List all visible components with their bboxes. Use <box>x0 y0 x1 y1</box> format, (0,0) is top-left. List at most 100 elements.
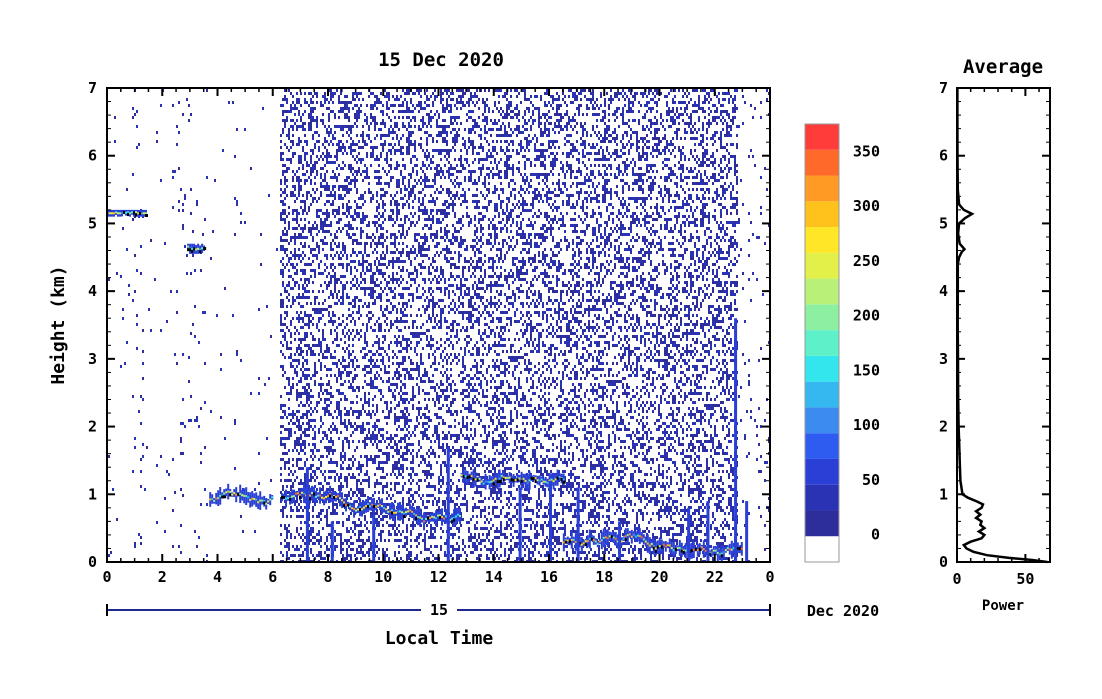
echo-cell-core <box>492 479 495 482</box>
echo-cell-dot <box>223 495 227 499</box>
echo-cell-dot <box>289 497 293 501</box>
echo-cell-core <box>401 511 404 514</box>
rain-streak <box>618 521 622 562</box>
y-tick-label: 1 <box>88 485 97 503</box>
colorbar-cell <box>805 201 839 228</box>
echo-cell-core <box>383 507 386 510</box>
echo-cell-core <box>213 499 216 502</box>
echo-cell-core <box>323 497 326 500</box>
echo-cell-core <box>740 547 743 550</box>
echo-cell-core <box>367 503 370 506</box>
echo-cell-core <box>395 511 398 514</box>
echo-cell-dot <box>451 520 455 524</box>
echo-cell-core <box>141 212 143 215</box>
echo-cell-core <box>668 544 671 547</box>
echo-cell-dot <box>415 517 419 521</box>
echo-cell-core <box>514 479 517 482</box>
colorbar-cell <box>805 278 839 305</box>
echo-cell-dot <box>590 537 594 541</box>
echo-cell-core <box>474 478 477 481</box>
echo-cell-core <box>566 539 569 542</box>
echo-cell-core <box>676 547 679 550</box>
echo-cell-core <box>550 478 553 481</box>
echo-cell-core <box>343 501 346 504</box>
echo-cell-core <box>271 496 274 499</box>
echo-cell-core <box>574 540 577 543</box>
y-axis-title: Height (km) <box>48 265 69 384</box>
echo-cell-core <box>658 545 661 548</box>
echo-cell-core <box>311 492 314 495</box>
echo-cell-dot <box>698 547 702 551</box>
echo-cell-core <box>403 512 406 515</box>
echo-cell-dot <box>720 554 724 558</box>
echo-cell-core <box>441 515 444 518</box>
echo-cell-dot <box>373 504 377 508</box>
echo-cell-core <box>197 247 200 250</box>
echo-cell-dot <box>439 516 443 520</box>
echo-cell-dot <box>578 541 582 545</box>
echo-cell-core <box>137 212 139 215</box>
echo-cell-core <box>245 495 248 498</box>
echo-cell-dot <box>133 211 136 215</box>
x-tick-label: 12 <box>429 568 447 586</box>
colorbar-cell <box>805 381 839 408</box>
echo-cell-core <box>217 497 220 500</box>
colorbar-cell <box>805 355 839 382</box>
colorbar-tick-label: 100 <box>853 416 880 434</box>
echo-cell-dot <box>199 250 203 254</box>
echo-cell-core <box>361 508 364 511</box>
echo-cell-core <box>451 517 454 520</box>
echo-cell-dot <box>496 480 500 484</box>
colorbar-cell <box>805 227 839 253</box>
average-x-axis-title: Power <box>982 598 1024 614</box>
echo-cell-core <box>720 552 723 555</box>
echo-cell-core <box>319 494 322 497</box>
echo-cell-dot <box>512 478 516 482</box>
rain-streak <box>687 507 691 562</box>
echo-cell-dot <box>584 543 588 547</box>
echo-cell-core <box>419 516 422 519</box>
echo-cell-core <box>425 517 428 520</box>
noise-speckle <box>108 89 770 563</box>
echo-cell-core <box>596 543 599 546</box>
y-tick-label: 0 <box>88 553 97 571</box>
echo-cell-core <box>696 549 699 552</box>
echo-cell-dot <box>135 213 138 217</box>
echo-cell-dot <box>568 540 572 544</box>
echo-cell-core <box>588 537 591 540</box>
echo-cell-core <box>115 211 117 214</box>
echo-cell-core <box>678 546 681 549</box>
echo-cell-core <box>455 515 458 518</box>
x-tick-label: 22 <box>706 568 724 586</box>
echo-cell-core <box>221 494 224 497</box>
echo-cell-core <box>443 517 446 520</box>
avg-x-tick-label: 0 <box>952 570 961 588</box>
echo-cell-core <box>329 493 332 496</box>
echo-cell-core <box>335 495 338 498</box>
echo-cell-core <box>409 509 412 512</box>
echo-cell-core <box>552 480 555 483</box>
avg-y-tick-label: 1 <box>939 485 948 503</box>
y-tick-label: 5 <box>88 214 97 232</box>
echo-cell-dot <box>229 493 233 497</box>
colorbar-tick-label: 250 <box>853 252 880 270</box>
echo-cell-core <box>672 549 675 552</box>
echo-cell-core <box>417 516 420 519</box>
echo-cell-core <box>502 476 505 479</box>
echo-cell-dot <box>492 482 496 486</box>
colorbar-tick-label: 350 <box>853 142 880 160</box>
y-tick-label: 6 <box>88 147 97 165</box>
echo-cell-core <box>546 482 549 485</box>
echo-cell-core <box>341 499 344 502</box>
echo-cell-core <box>119 212 121 215</box>
echo-cell-core <box>405 511 408 514</box>
echo-cell-core <box>664 545 667 548</box>
echo-cell-core <box>536 479 539 482</box>
colorbar-labels: 0 50 100 150 200 250 300 350 <box>853 142 880 543</box>
avg-y-tick-label: 6 <box>939 147 948 165</box>
echo-cell-dot <box>610 535 614 539</box>
echo-cell-core <box>457 513 460 516</box>
echo-cell-core <box>297 492 300 495</box>
echo-cell-core <box>564 539 567 542</box>
echo-cell-dot <box>530 476 534 480</box>
